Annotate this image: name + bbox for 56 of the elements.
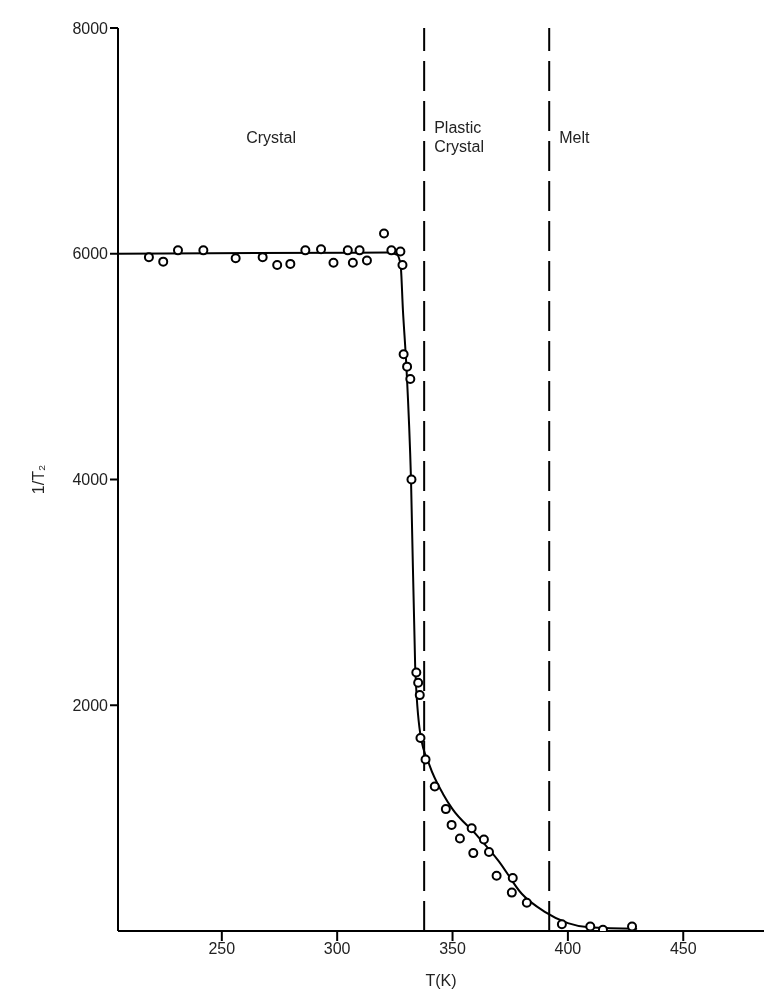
- annotation: Melt: [559, 129, 590, 146]
- x-tick-label: 400: [554, 940, 582, 958]
- point: [414, 690, 425, 701]
- point: [585, 921, 596, 931]
- point: [379, 228, 390, 239]
- point: [406, 474, 417, 485]
- point: [386, 245, 397, 256]
- y-axis-title: 1/T₂: [29, 464, 47, 495]
- x-tick-label: 300: [323, 940, 351, 958]
- point: [347, 257, 358, 268]
- y-tick-label: 4000: [72, 471, 109, 489]
- y-tick-label: 2000: [72, 696, 109, 714]
- x-axis-title: T(K): [425, 972, 457, 989]
- point: [395, 246, 406, 257]
- point: [483, 846, 494, 857]
- point: [420, 754, 431, 765]
- point: [411, 667, 422, 678]
- point: [413, 677, 424, 688]
- point: [440, 804, 451, 815]
- point: [143, 252, 154, 263]
- point: [342, 245, 353, 256]
- point: [172, 245, 183, 256]
- annotation: Crystal: [246, 129, 296, 146]
- x-tick-label: 350: [439, 940, 466, 958]
- point: [397, 260, 408, 271]
- point: [158, 256, 169, 267]
- y-tick-label: 6000: [72, 245, 109, 263]
- point: [491, 870, 502, 881]
- point: [230, 253, 241, 264]
- point: [521, 897, 532, 908]
- point: [454, 833, 465, 844]
- point: [300, 245, 311, 256]
- point: [198, 245, 209, 256]
- point: [429, 781, 440, 792]
- point: [402, 361, 413, 372]
- point: [316, 244, 327, 255]
- point: [354, 245, 365, 256]
- point: [468, 848, 479, 859]
- point: [415, 732, 426, 743]
- point: [446, 819, 457, 830]
- y-tick-label: 8000: [72, 19, 109, 37]
- point: [285, 258, 296, 269]
- point: [361, 255, 372, 266]
- annotation: Plastic Crystal: [434, 119, 484, 155]
- point: [398, 349, 409, 360]
- point: [556, 919, 567, 930]
- point: [478, 834, 489, 845]
- point: [507, 872, 518, 883]
- x-tick-label: 450: [669, 940, 697, 958]
- point: [506, 887, 517, 898]
- point: [466, 823, 477, 834]
- point: [328, 257, 339, 268]
- point: [272, 260, 283, 271]
- point: [627, 921, 638, 931]
- point: [405, 374, 416, 385]
- x-tick-label: 250: [208, 940, 236, 958]
